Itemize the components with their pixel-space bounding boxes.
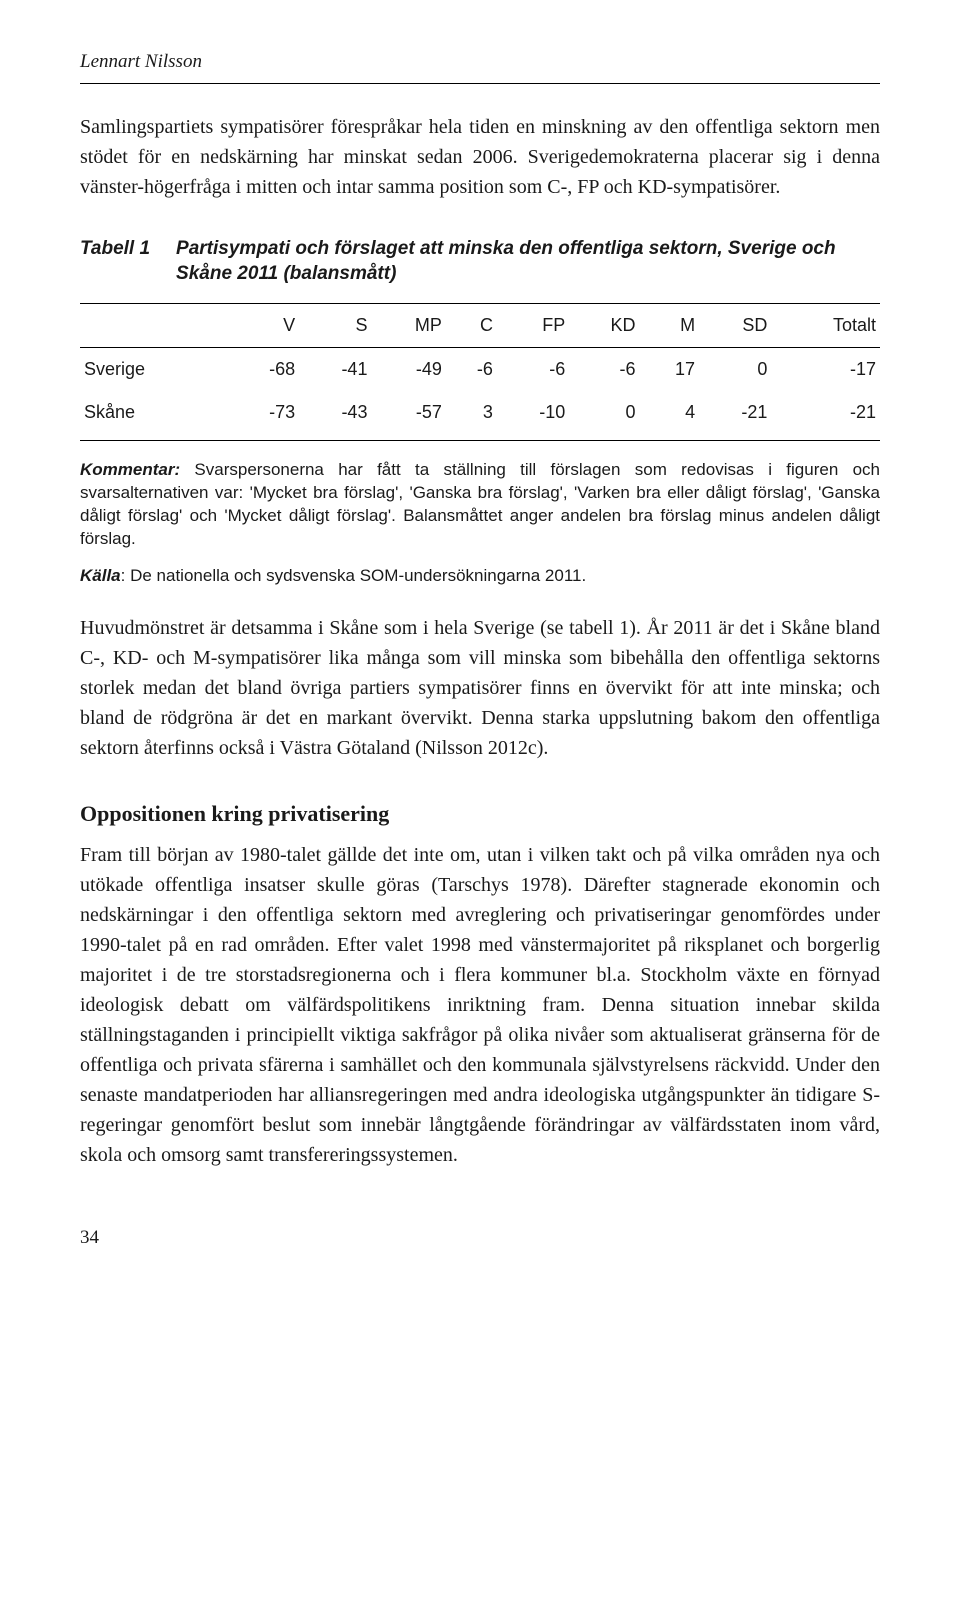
col-kd: KD	[569, 303, 639, 347]
header-rule	[80, 83, 880, 84]
section-heading: Oppositionen kring privatisering	[80, 797, 880, 830]
table-label: Tabell 1	[80, 236, 176, 287]
cell: -43	[299, 391, 371, 434]
col-blank	[80, 303, 227, 347]
table-row: Skåne -73 -43 -57 3 -10 0 4 -21 -21	[80, 391, 880, 434]
cell: -68	[227, 347, 299, 391]
paragraph-2: Huvudmönstret är detsamma i Skåne som i …	[80, 613, 880, 763]
table-row: Sverige -68 -41 -49 -6 -6 -6 17 0 -17	[80, 347, 880, 391]
row-label: Sverige	[80, 347, 227, 391]
table-caption-text: Partisympati och förslaget att minska de…	[176, 236, 880, 287]
table-caption: Tabell 1 Partisympati och förslaget att …	[80, 236, 880, 287]
col-c: C	[446, 303, 497, 347]
cell: 4	[639, 391, 699, 434]
row-label: Skåne	[80, 391, 227, 434]
cell: 17	[639, 347, 699, 391]
col-totalt: Totalt	[771, 303, 880, 347]
data-table: V S MP C FP KD M SD Totalt Sverige -68 -…	[80, 303, 880, 434]
col-v: V	[227, 303, 299, 347]
table-comment: Kommentar: Svarspersonerna har fått ta s…	[80, 459, 880, 551]
kommentar-body: Svarspersonerna har fått ta ställning ti…	[80, 460, 880, 548]
cell: -21	[699, 391, 771, 434]
cell: 0	[569, 391, 639, 434]
cell: -41	[299, 347, 371, 391]
cell: 3	[446, 391, 497, 434]
cell: -6	[497, 347, 569, 391]
paragraph-3: Fram till början av 1980-talet gällde de…	[80, 840, 880, 1170]
cell: -21	[771, 391, 880, 434]
col-s: S	[299, 303, 371, 347]
table-header-row: V S MP C FP KD M SD Totalt	[80, 303, 880, 347]
kommentar-lead: Kommentar:	[80, 460, 180, 479]
cell: -49	[371, 347, 445, 391]
paragraph-1: Samlingspartiets sympatisörer förespråka…	[80, 112, 880, 202]
col-mp: MP	[371, 303, 445, 347]
cell: -73	[227, 391, 299, 434]
page-number: 34	[80, 1224, 880, 1253]
col-m: M	[639, 303, 699, 347]
table-source: Källa: De nationella och sydsvenska SOM-…	[80, 565, 880, 588]
col-fp: FP	[497, 303, 569, 347]
cell: -6	[446, 347, 497, 391]
cell: -57	[371, 391, 445, 434]
cell: -10	[497, 391, 569, 434]
kalla-body: : De nationella och sydsvenska SOM-under…	[121, 566, 587, 585]
cell: 0	[699, 347, 771, 391]
cell: -6	[569, 347, 639, 391]
table-bottom-rule	[80, 440, 880, 441]
kalla-lead: Källa	[80, 566, 121, 585]
table-1: Tabell 1 Partisympati och förslaget att …	[80, 236, 880, 588]
col-sd: SD	[699, 303, 771, 347]
cell: -17	[771, 347, 880, 391]
running-head: Lennart Nilsson	[80, 48, 880, 77]
